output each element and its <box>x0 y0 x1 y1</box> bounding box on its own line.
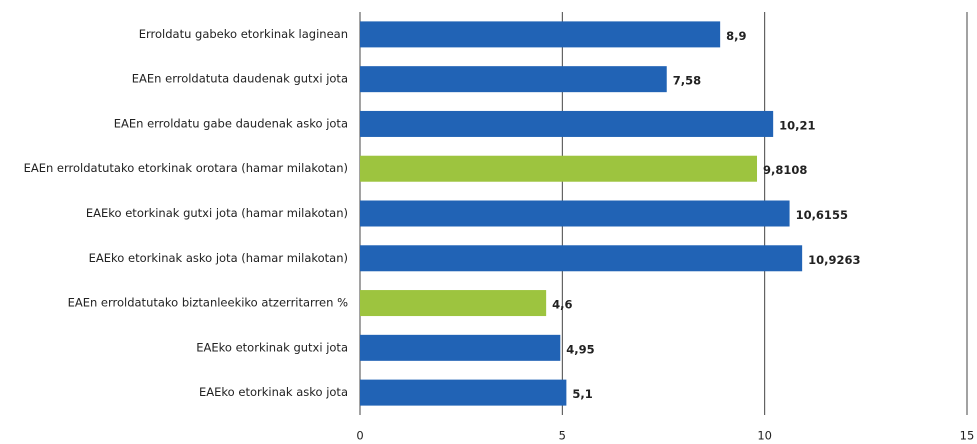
value-label: 10,6155 <box>796 208 848 222</box>
value-label: 4,95 <box>566 342 594 356</box>
bar <box>360 200 790 227</box>
y-tick-label: EAEko etorkinak gutxi jota <box>196 340 348 354</box>
y-tick-label: EAEko etorkinak asko jota <box>199 385 348 399</box>
y-tick-label: Erroldatu gabeko etorkinak laginean <box>139 27 348 41</box>
x-tick-label: 0 <box>356 429 363 443</box>
value-label: 10,9263 <box>808 253 860 267</box>
bar <box>360 334 561 361</box>
bar <box>360 21 721 48</box>
bar <box>360 66 667 93</box>
value-label: 7,58 <box>673 74 701 88</box>
y-tick-label: EAEn erroldatu gabe daudenak asko jota <box>114 116 348 130</box>
y-tick-label: EAEko etorkinak asko jota (hamar milakot… <box>89 251 348 265</box>
y-tick-label: EAEn erroldatutako etorkinak orotara (ha… <box>24 161 348 175</box>
x-tick-label: 10 <box>757 429 772 443</box>
bar <box>360 379 567 406</box>
x-tick-label: 5 <box>559 429 566 443</box>
bar <box>360 155 758 182</box>
bar <box>360 290 547 317</box>
value-label: 10,21 <box>779 118 815 132</box>
bar <box>360 245 803 272</box>
y-tick-label: EAEn erroldatuta daudenak gutxi jota <box>132 72 348 86</box>
x-tick-label: 15 <box>960 429 975 443</box>
value-label: 5,1 <box>572 387 592 401</box>
bar <box>360 110 774 137</box>
value-label: 8,9 <box>726 29 746 43</box>
y-tick-label: EAEko etorkinak gutxi jota (hamar milako… <box>86 206 348 220</box>
value-label: 9,8108 <box>763 163 807 177</box>
y-tick-label: EAEn erroldatutako biztanleekiko atzerri… <box>68 296 349 310</box>
value-label: 4,6 <box>552 298 572 312</box>
